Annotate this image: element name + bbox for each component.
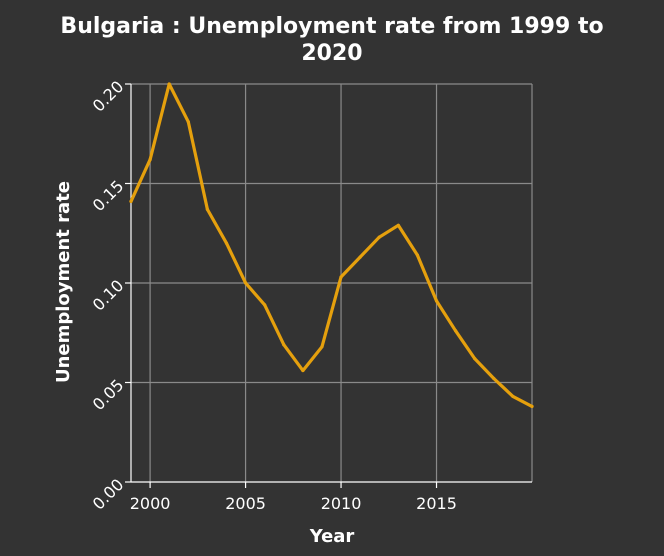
data-point-2013 — [396, 223, 400, 227]
data-point-2002 — [186, 120, 190, 124]
grid — [131, 83, 533, 482]
chart-title-line-2: 2020 — [301, 41, 362, 66]
data-point-2018 — [492, 376, 496, 381]
y-axis-label: Unemployment rate — [53, 181, 74, 383]
data-point-2001 — [167, 82, 171, 86]
data-point-2008 — [301, 368, 305, 373]
data-point-2017 — [473, 357, 477, 361]
y-tick-label-1: 0.05 — [89, 375, 128, 414]
data-point-2014 — [415, 253, 420, 257]
data-series — [129, 82, 534, 408]
axes — [125, 83, 532, 488]
data-point-1999 — [129, 199, 133, 204]
x-tick-labels: 2000 2005 2010 2015 — [130, 494, 457, 513]
chart-title-line-1: Bulgaria : Unemployment rate from 1999 t… — [60, 14, 603, 39]
data-point-2000 — [148, 158, 152, 162]
data-point-2016 — [454, 329, 458, 333]
data-point-2007 — [282, 343, 286, 347]
series-line-unemployment — [129, 82, 534, 408]
x-tick-label-1: 2005 — [225, 494, 266, 513]
x-axis-label: Year — [309, 526, 355, 547]
x-tick-label-3: 2015 — [416, 494, 457, 513]
data-point-2003 — [205, 207, 209, 211]
data-point-2005 — [243, 281, 248, 285]
x-tick-label-0: 2000 — [130, 494, 171, 513]
x-tick-label-2: 2010 — [321, 494, 362, 513]
y-tick-label-3: 0.15 — [89, 176, 128, 215]
data-point-2004 — [224, 241, 229, 245]
y-tick-label-0: 0.00 — [89, 475, 128, 514]
y-tick-label-2: 0.10 — [89, 276, 128, 315]
data-point-2020 — [530, 404, 534, 408]
data-point-2015 — [434, 299, 439, 303]
data-point-2006 — [263, 303, 267, 307]
y-tick-labels: 0.00 0.05 0.10 0.15 0.20 — [89, 77, 128, 514]
data-point-2012 — [377, 235, 381, 239]
y-tick-label-4: 0.20 — [89, 77, 128, 116]
data-point-2019 — [511, 394, 515, 399]
data-point-2010 — [339, 275, 343, 279]
data-point-2011 — [358, 255, 362, 259]
data-point-2009 — [320, 345, 324, 349]
